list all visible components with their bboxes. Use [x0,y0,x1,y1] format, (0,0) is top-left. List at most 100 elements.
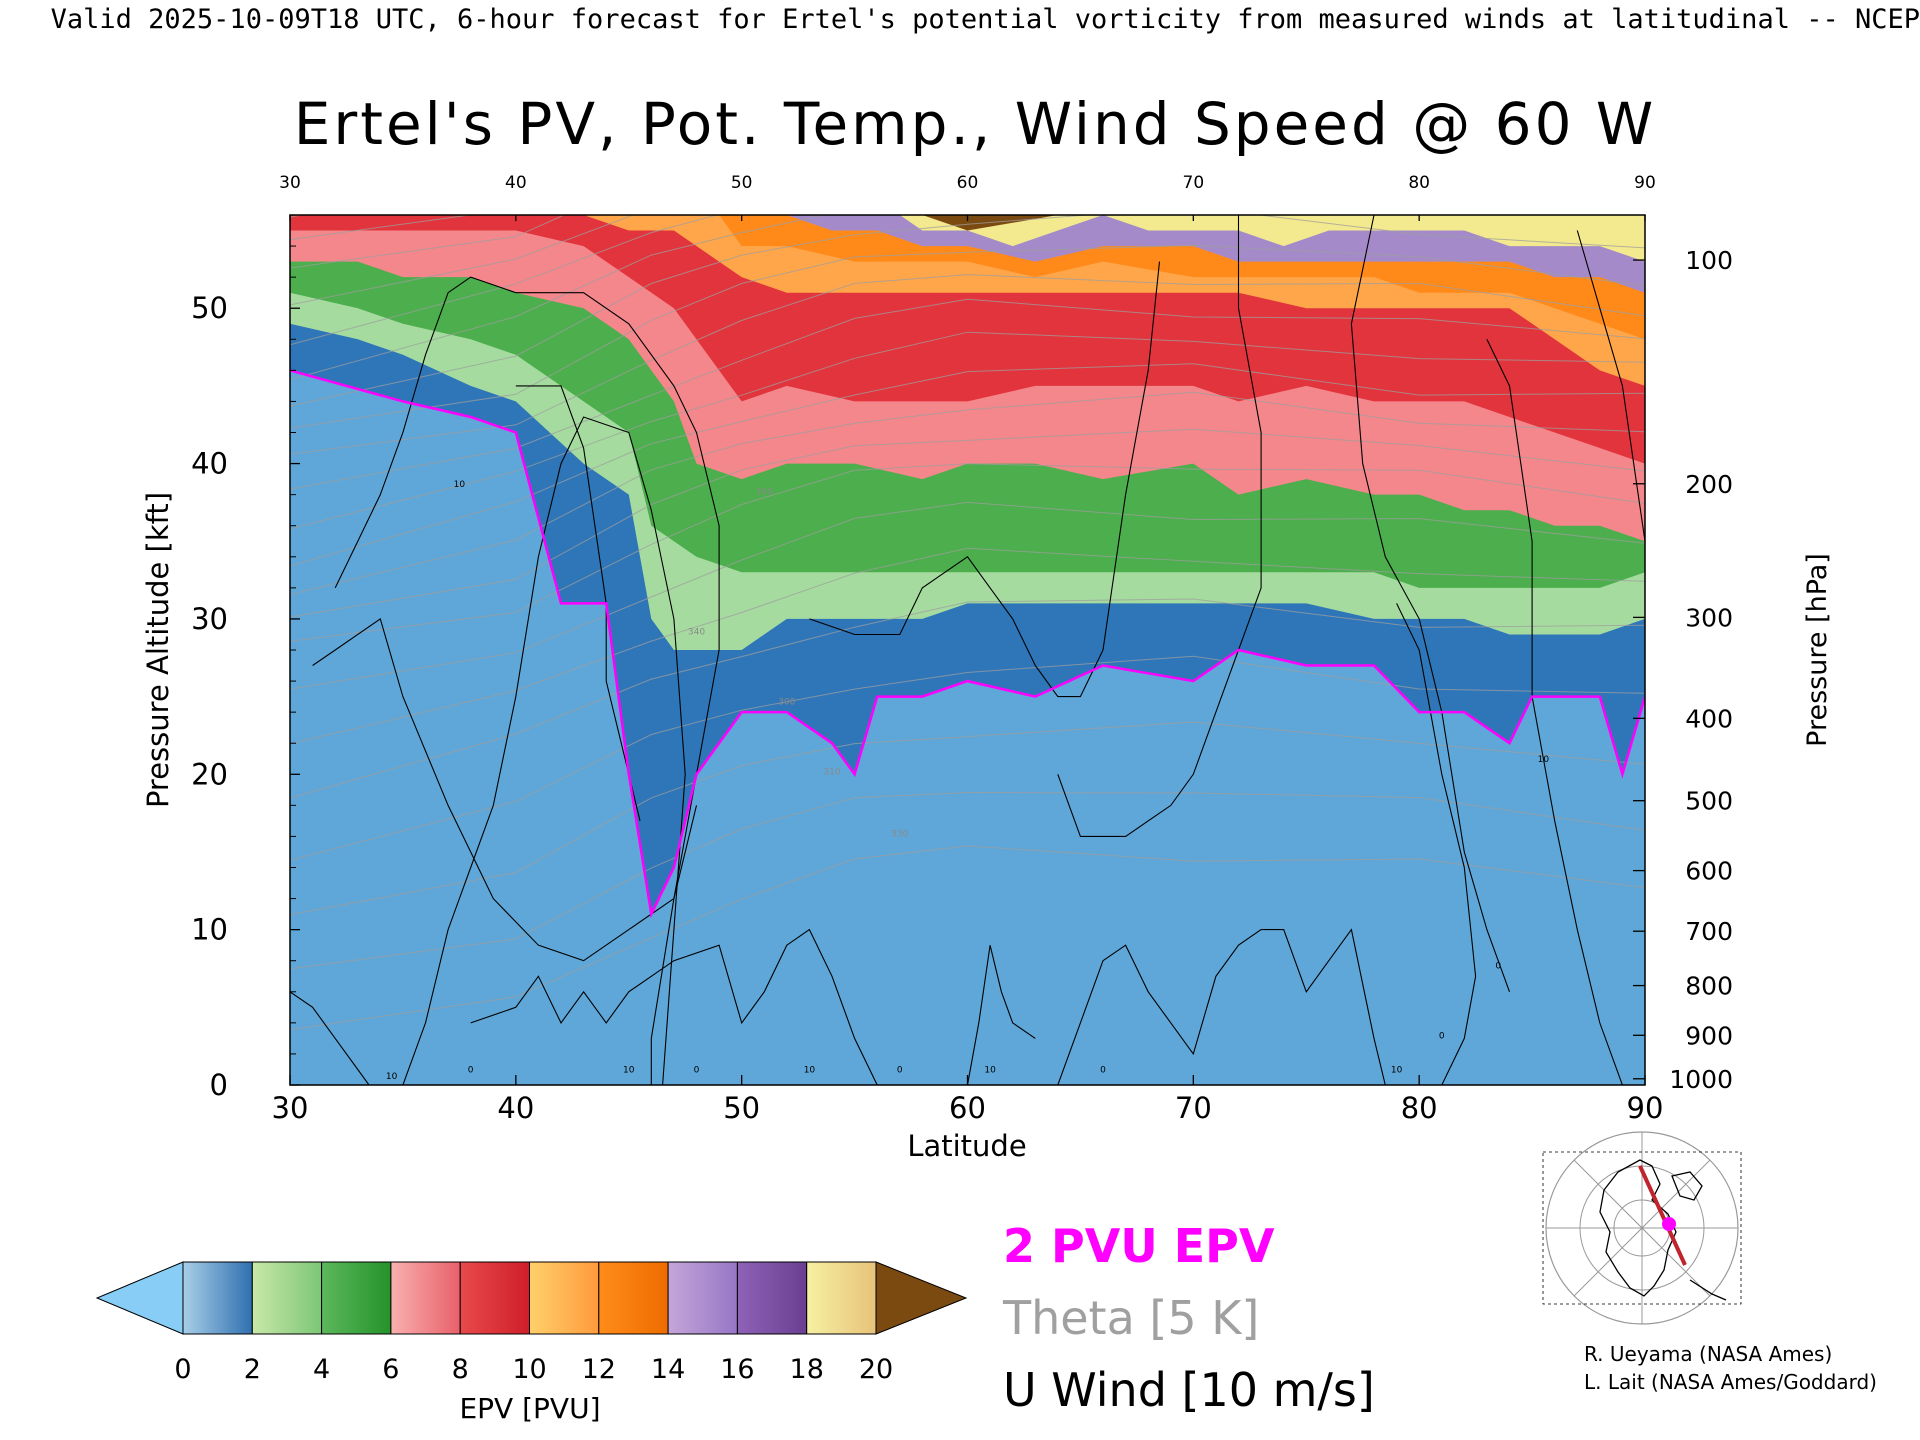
colorbar-over-arrow [875,1261,968,1335]
u-wind-label-12: 10 [454,480,466,490]
theta-contour-6 [290,501,1645,690]
u-wind-contour-12 [1486,339,1623,1085]
epv-colorbar: 0 2 4 6 8 10 12 14 16 18 20 [95,1261,968,1385]
x-top-tick-label-3: 60 [957,173,979,193]
theta-contour-1 [290,791,1645,970]
theta-contour-9 [290,391,1645,595]
theta-contour-19 [290,215,566,269]
inset-map [1542,1131,1742,1325]
u-wind-contour-2 [402,416,686,1085]
theta-label-3: 340 [688,627,705,637]
u-wind-label-5: 0 [897,1066,903,1076]
u-wind-contour-8 [966,945,1036,1085]
y-tick-label-5: 50 [191,291,228,325]
theta-contour-20 [290,215,474,241]
colorbar-tick-label-1: 2 [244,1354,261,1385]
colorbar-tick-label-2: 4 [313,1354,330,1385]
colorbar-label: EPV [PVU] [459,1392,600,1425]
colorbar-tick-label-4: 8 [452,1354,469,1385]
theta-label-4: 360 [756,488,773,498]
colorbar-segment-3 [390,1261,461,1335]
colorbar-segment-9 [806,1261,877,1335]
theta-contour-18 [290,215,635,306]
x-tick-label-4: 70 [1175,1091,1212,1125]
pressure-tick-label-2: 300 [1685,603,1733,632]
x-top-tick-label-0: 30 [279,173,301,193]
colorbar-tick-label-9: 18 [790,1354,824,1385]
u-wind-label-6: 10 [984,1066,996,1076]
x-top-tick-label-6: 90 [1634,173,1656,193]
colorbar-tick-label-5: 10 [512,1354,546,1385]
colorbar-segment-4 [459,1261,531,1335]
x-top-tick-label-2: 50 [731,173,753,193]
u-wind-label-7: 0 [1100,1066,1106,1076]
y-tick-label-1: 10 [191,913,228,947]
x-axis-label: Latitude [907,1129,1026,1163]
colorbar-tick-label-6: 12 [582,1354,616,1385]
u-wind-contour-10 [1396,603,1477,1085]
plot-area: 300 310 330 340 360 10 0 10 0 10 0 10 0 10 0 10 0 10 [289,0,1646,1086]
y-tick-label-3: 30 [191,602,228,636]
theta-contour-13 [290,274,1645,455]
colorbar-tick-label-10: 20 [859,1354,893,1385]
u-wind-label-11: 0 [1495,961,1501,971]
x-top-tick-label-5: 80 [1408,173,1430,193]
theta-label-1: 310 [823,767,840,777]
chart-title: Ertel's PV, Pot. Temp., Wind Speed @ 60 … [293,90,1657,158]
u-wind-contour-5 [470,928,878,1085]
pressure-tick-label-0: 100 [1685,246,1733,275]
y-tick-label-4: 40 [191,447,228,481]
u-wind-label-4: 10 [804,1066,816,1076]
y-tick-label-2: 20 [191,757,228,791]
cross-section-marker [1662,1217,1676,1231]
theta-contour-7 [290,463,1645,642]
y2-axis-label: Pressure [hPa] [1802,553,1833,747]
theta-contours: 300 310 330 340 360 [290,0,1645,1031]
y-axis-label: Pressure Altitude [kft] [141,492,175,808]
valid-time-header: Valid 2025-10-09T18 UTC, 6-hour forecast… [50,4,1920,35]
u-wind-contour-7 [1057,215,1262,837]
axes: 3030404050506060707080809090010203040501… [191,173,1733,1125]
x-tick-label-5: 80 [1401,1091,1438,1125]
colorbar-segment-6 [598,1261,669,1335]
colorbar-under-arrow [95,1261,184,1335]
x-tick-label-0: 30 [272,1091,309,1125]
theta-label-0: 300 [778,697,795,707]
pressure-tick-label-7: 800 [1685,972,1733,1001]
x-top-tick-label-4: 70 [1183,173,1205,193]
theta-contour-4 [290,598,1645,799]
pressure-tick-label-8: 900 [1685,1021,1733,1050]
credit-line-1: R. Ueyama (NASA Ames) [1584,1342,1833,1366]
theta-label-2: 330 [891,829,908,839]
x-tick-label-3: 60 [949,1091,986,1125]
credit-line-2: L. Lait (NASA Ames/Goddard) [1584,1370,1877,1394]
u-wind-label-10: 10 [1538,755,1550,765]
theta-contour-22 [290,0,1645,193]
u-wind-contour-9 [1057,928,1386,1085]
cross-section-line [1638,1165,1687,1266]
x-tick-label-1: 40 [497,1091,534,1125]
theta-contour-11 [290,331,1645,530]
u-wind-label-1: 0 [468,1066,474,1076]
epv-band-8 [290,215,1645,262]
pressure-tick-label-9: 1000 [1669,1065,1733,1094]
colorbar-tick-label-3: 6 [382,1354,399,1385]
u-wind-label-2: 10 [623,1066,635,1076]
u-wind-contour-6 [809,261,1161,698]
legend-epv-label: 2 PVU EPV [1003,1219,1275,1273]
colorbar-segment-5 [529,1261,600,1335]
colorbar-segment-2 [321,1261,392,1335]
x-top-tick-label-1: 40 [505,173,527,193]
pressure-tick-label-5: 600 [1685,857,1733,886]
legend-theta-label: Theta [5 K] [1002,1291,1259,1345]
u-wind-label-8: 10 [1391,1066,1403,1076]
legend-uwind-label: U Wind [10 m/s] [1003,1363,1375,1417]
x-tick-label-6: 90 [1627,1091,1664,1125]
pressure-tick-label-3: 400 [1685,704,1733,733]
colorbar-segment-7 [667,1261,738,1335]
pressure-tick-label-6: 700 [1685,917,1733,946]
theta-contour-3 [290,655,1645,861]
u-wind-contour-11 [1350,215,1511,992]
pressure-tick-label-1: 200 [1685,470,1733,499]
